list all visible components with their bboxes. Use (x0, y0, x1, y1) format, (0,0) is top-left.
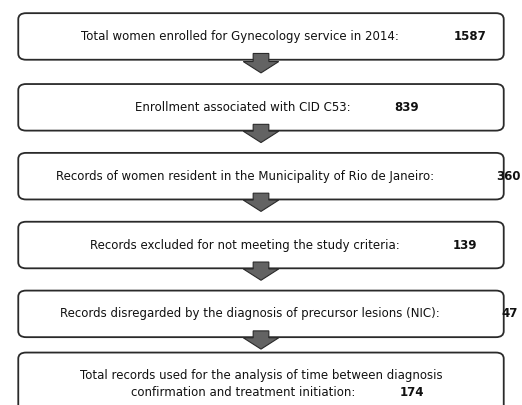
Text: Records of women resident in the Municipality of Rio de Janeiro:: Records of women resident in the Municip… (56, 170, 437, 183)
Text: 1587: 1587 (454, 30, 487, 43)
Text: Total records used for the analysis of time between diagnosis: Total records used for the analysis of t… (80, 369, 442, 382)
Text: Records excluded for not meeting the study criteria:: Records excluded for not meeting the stu… (90, 239, 404, 252)
Text: 839: 839 (394, 101, 419, 114)
FancyBboxPatch shape (18, 352, 504, 405)
FancyBboxPatch shape (18, 84, 504, 130)
Text: 139: 139 (453, 239, 477, 252)
Text: 360: 360 (496, 170, 521, 183)
Polygon shape (243, 331, 279, 349)
Polygon shape (243, 193, 279, 211)
Text: confirmation and treatment initiation:: confirmation and treatment initiation: (130, 386, 362, 399)
FancyBboxPatch shape (18, 222, 504, 269)
FancyBboxPatch shape (18, 291, 504, 337)
Text: Enrollment associated with CID C53:: Enrollment associated with CID C53: (135, 101, 358, 114)
FancyBboxPatch shape (18, 153, 504, 200)
Text: 174: 174 (400, 386, 424, 399)
Text: Total women enrolled for Gynecology service in 2014:: Total women enrolled for Gynecology serv… (81, 30, 402, 43)
FancyBboxPatch shape (18, 13, 504, 60)
Polygon shape (243, 53, 279, 73)
Polygon shape (243, 262, 279, 280)
Text: 47: 47 (501, 307, 517, 320)
Text: Records disregarded by the diagnosis of precursor lesions (NIC):: Records disregarded by the diagnosis of … (60, 307, 443, 320)
Polygon shape (243, 124, 279, 143)
